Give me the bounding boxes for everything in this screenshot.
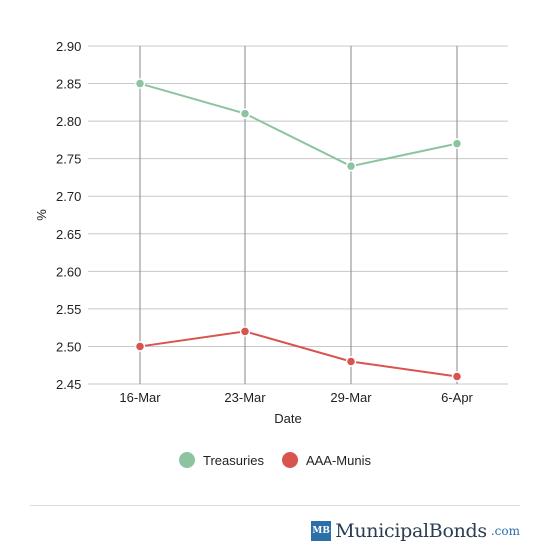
y-tick-label: 2.80 [56,114,81,129]
data-point[interactable] [134,78,146,89]
y-tick-label: 2.45 [56,377,81,392]
footer-divider [30,505,520,506]
data-point[interactable] [345,160,357,172]
y-axis-ticks: 2.90 2.85 2.80 2.75 2.70 2.65 2.60 2.55 2.50 2.45 [56,39,81,392]
legend-item-treasuries[interactable]: Treasuries [179,452,264,468]
y-axis-label: % [34,209,49,221]
y-tick-label: 2.70 [56,189,81,204]
chart-grid [88,45,508,385]
y-tick-label: 2.65 [56,227,81,242]
line-chart: 2.90 2.85 2.80 2.75 2.70 2.65 2.60 2.55 2.50 2.45… [34,39,508,426]
data-point[interactable] [239,108,251,119]
data-point[interactable] [239,326,251,337]
y-tick-label: 2.75 [56,152,81,167]
brand-logo[interactable]: MB MunicipalBonds .com [311,520,520,542]
x-axis-ticks: 16-Mar 23-Mar 29-Mar 6-Apr [119,390,473,405]
legend-item-aaa-munis[interactable]: AAA-Munis [281,452,371,468]
brand-badge-icon: MB [311,521,332,541]
y-tick-label: 2.60 [56,264,81,279]
y-tick-label: 2.85 [56,77,81,92]
chart-legend: Treasuries AAA-Munis [0,452,550,468]
data-point[interactable] [345,356,357,367]
brand-name: MunicipalBonds [335,520,487,542]
legend-swatch-aaa-munis [281,452,298,468]
y-tick-label: 2.90 [56,39,81,54]
x-tick-label: 16-Mar [119,390,161,405]
series-line-1 [139,330,458,378]
x-tick-label: 29-Mar [330,390,372,405]
x-tick-label: 23-Mar [224,390,266,405]
data-point[interactable] [451,371,463,382]
x-axis-label: Date [274,411,301,426]
legend-label-aaa-munis: AAA-Munis [305,452,371,468]
y-tick-label: 2.55 [56,302,81,317]
data-point[interactable] [134,341,146,352]
data-point[interactable] [451,138,463,149]
x-tick-label: 6-Apr [441,390,473,405]
y-tick-label: 2.50 [56,339,81,354]
legend-swatch-treasuries [179,452,196,468]
series-line-0 [139,82,458,168]
brand-tld: .com [490,524,520,538]
chart-series [134,78,463,382]
legend-label-treasuries: Treasuries [203,452,264,468]
